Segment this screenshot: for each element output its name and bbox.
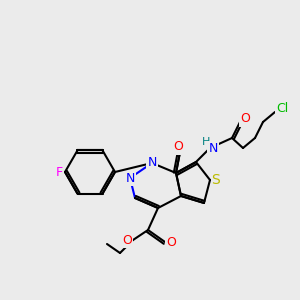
Text: N: N [147,157,157,169]
Text: S: S [212,173,220,187]
Text: O: O [173,140,183,154]
Text: N: N [208,142,218,154]
Text: Cl: Cl [276,101,288,115]
Text: F: F [56,166,63,178]
Text: O: O [240,112,250,125]
Text: H: H [202,137,210,147]
Text: O: O [166,236,176,248]
Text: N: N [125,172,135,184]
Text: O: O [122,233,132,247]
